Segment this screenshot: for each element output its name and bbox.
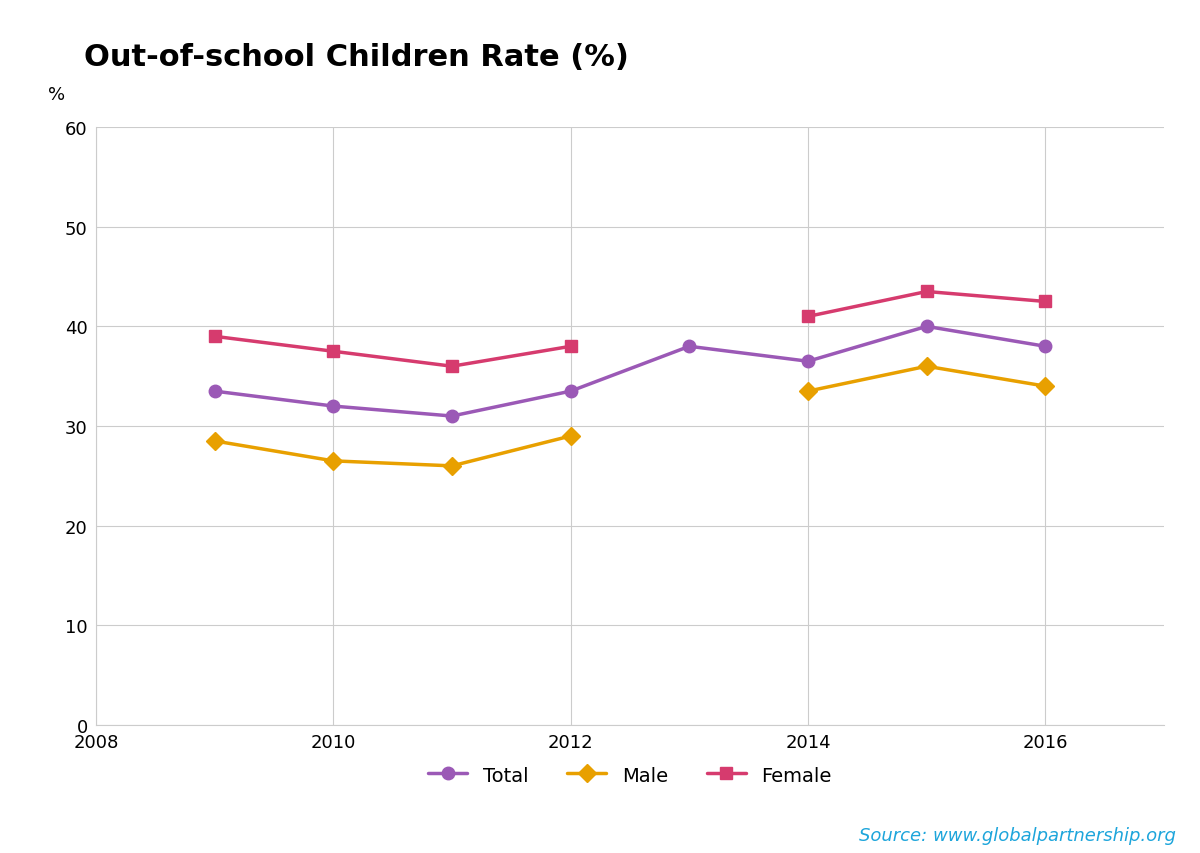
Line: Total: Total — [209, 321, 1051, 423]
Total — [326, 402, 341, 412]
Total — [564, 386, 578, 397]
Text: %: % — [48, 86, 65, 104]
Male — [208, 436, 222, 447]
Line: Male: Male — [209, 430, 577, 473]
Female — [208, 332, 222, 342]
Total — [682, 342, 696, 352]
Female — [445, 362, 460, 372]
Female — [564, 342, 578, 352]
Text: Out-of-school Children Rate (%): Out-of-school Children Rate (%) — [84, 43, 629, 72]
Total — [445, 411, 460, 421]
Male — [326, 456, 341, 467]
Legend: Total, Male, Female: Total, Male, Female — [421, 758, 839, 793]
Total — [919, 322, 934, 332]
Total — [208, 386, 222, 397]
Text: Source: www.globalpartnership.org: Source: www.globalpartnership.org — [859, 827, 1176, 844]
Male — [564, 432, 578, 442]
Line: Female: Female — [209, 331, 577, 373]
Female — [326, 346, 341, 357]
Male — [445, 461, 460, 472]
Total — [1038, 342, 1052, 352]
Total — [800, 357, 815, 367]
